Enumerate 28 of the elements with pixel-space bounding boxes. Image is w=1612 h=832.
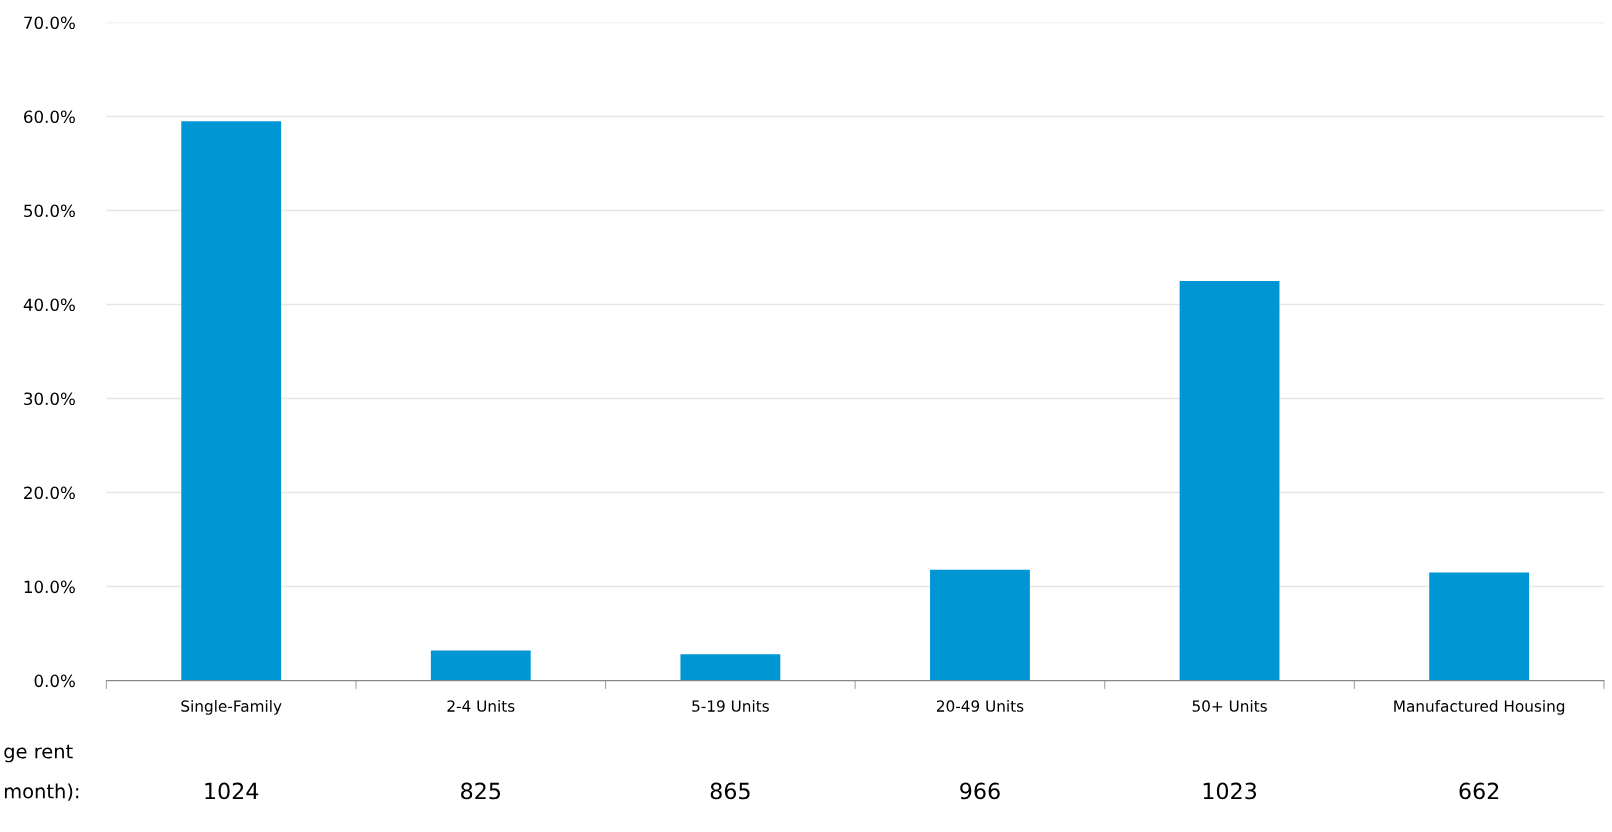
y-tick-label: 20.0% [24,486,75,500]
bar [680,654,781,681]
text: 865 [710,782,750,800]
x-tick-label: 50+ Units [1192,700,1267,712]
y-tick-label: 0.0% [34,674,75,688]
text: 1024 [205,782,259,800]
bar [181,121,282,681]
text: 966 [960,782,1000,800]
text: 825 [461,782,501,800]
x-tick-label: 5-19 Units [692,700,769,712]
bar [930,569,1030,681]
y-tick-label: 70.0% [24,16,75,30]
y-tick-label: 30.0% [24,392,75,406]
y-tick-label: 10.0% [24,580,75,594]
text: 662 [1459,782,1499,800]
y-tick-label: 60.0% [24,110,75,124]
text: ge rent [4,744,73,763]
y-tick-label: 40.0% [23,298,75,312]
bar [1179,281,1280,681]
text: 1023 [1203,782,1257,800]
x-tick-label: Single-Family [181,700,282,715]
bar [1429,572,1530,681]
x-tick-label: 20-49 Units [936,700,1024,712]
text: month): [4,783,79,801]
x-tick-label: 2-4 Units [447,700,515,712]
x-tick-label: Manufactured Housing [1394,700,1565,715]
y-tick-label: 50.0% [24,204,75,218]
bar [430,650,531,681]
